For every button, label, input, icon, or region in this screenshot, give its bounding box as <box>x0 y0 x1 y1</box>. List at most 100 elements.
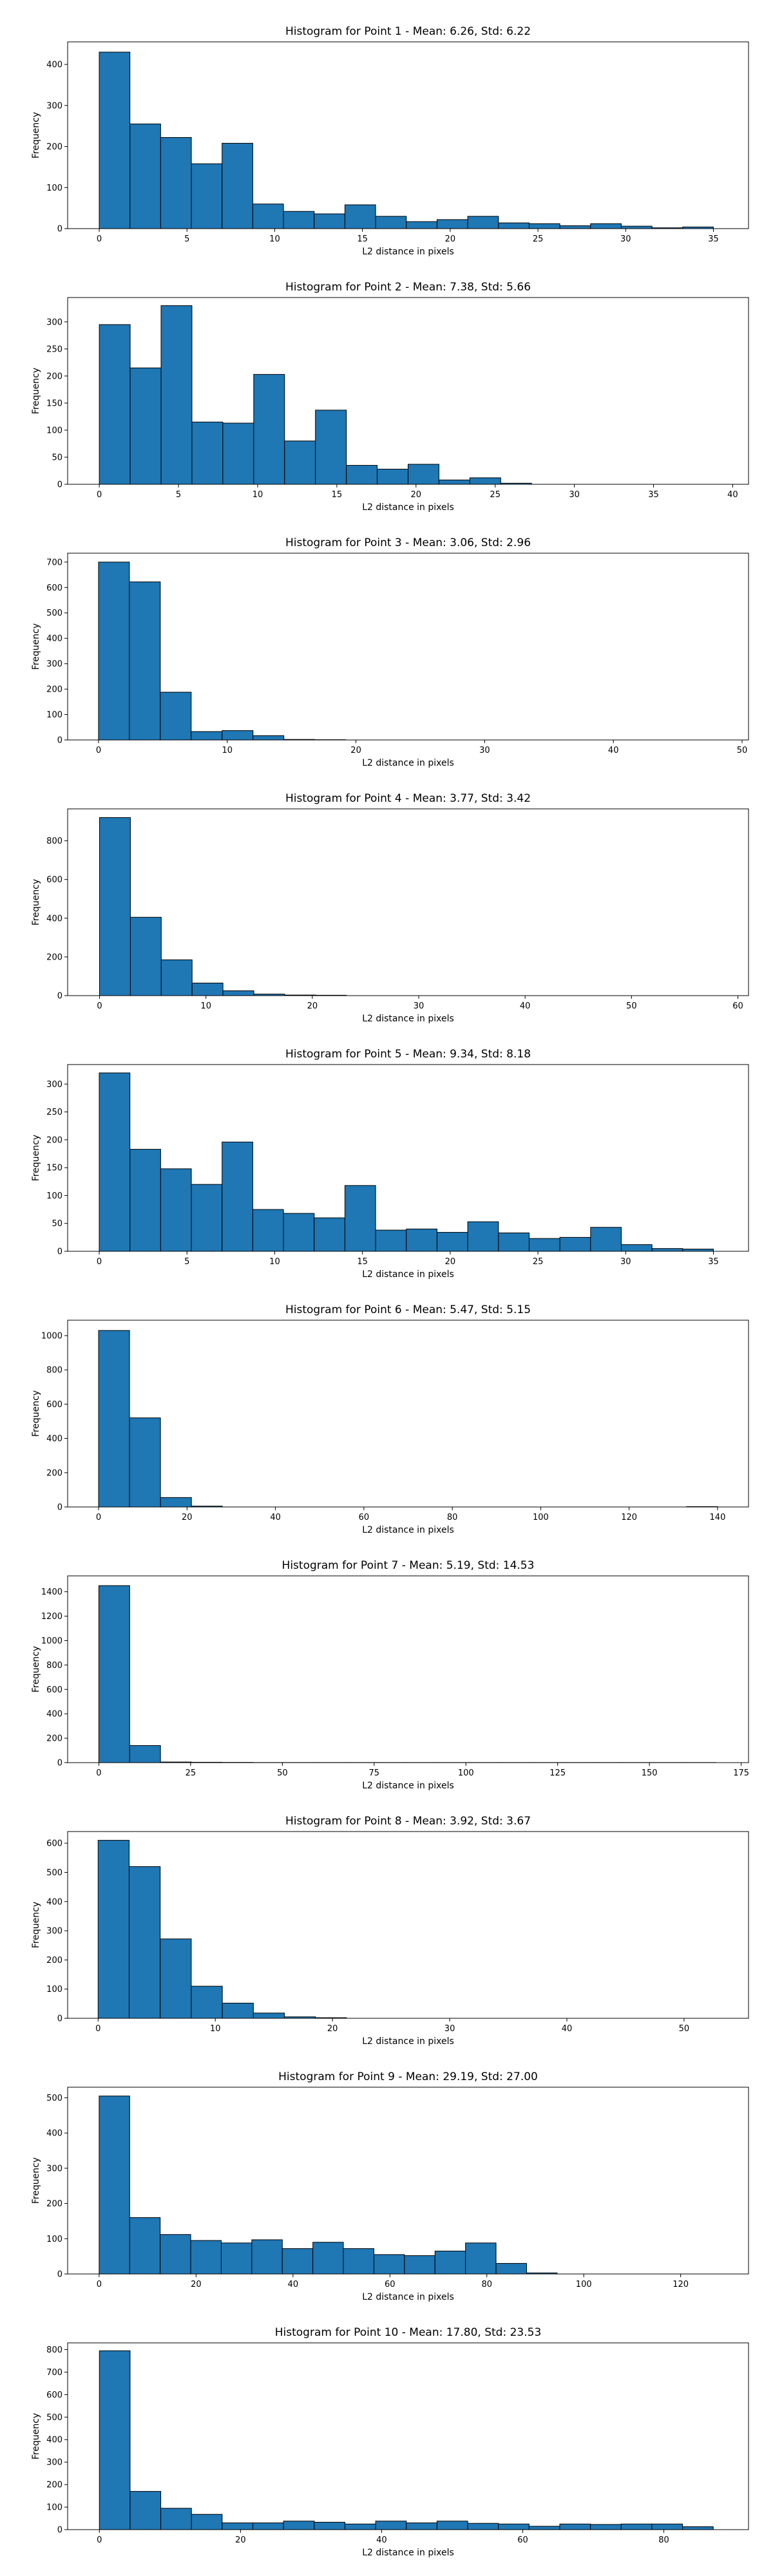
chart-title: Histogram for Point 5 - Mean: 9.34, Std:… <box>285 1048 531 1061</box>
histogram-bar <box>498 2523 530 2530</box>
x-tick-label: 15 <box>357 234 368 244</box>
y-tick-label: 800 <box>46 2345 62 2355</box>
histogram-bar <box>160 1497 192 1508</box>
x-tick-label: 20 <box>350 746 361 755</box>
y-tick-label: 0 <box>57 2014 62 2024</box>
histogram-bar <box>99 52 131 229</box>
histogram-bar <box>406 2523 437 2530</box>
histogram-bar <box>160 1168 192 1252</box>
histogram-bar <box>160 2508 192 2530</box>
y-tick-label: 200 <box>46 2199 62 2209</box>
x-tick-label: 125 <box>549 1768 566 1778</box>
chart-8: Histogram for Point 8 - Mean: 3.92, Std:… <box>31 1815 749 2047</box>
y-tick-label: 800 <box>46 1366 62 1376</box>
x-tick-label: 10 <box>269 234 280 244</box>
histogram-bar <box>284 440 316 485</box>
y-tick-label: 600 <box>46 1400 62 1410</box>
y-tick-label: 300 <box>46 317 62 327</box>
x-tick-label: 25 <box>533 1257 544 1267</box>
histogram-bar <box>651 2523 683 2530</box>
y-tick-label: 0 <box>57 2526 62 2535</box>
y-tick-label: 200 <box>46 1468 62 1478</box>
plot-frame <box>67 1064 749 1252</box>
histogram-bar <box>252 204 284 229</box>
x-tick-label: 50 <box>626 1001 637 1011</box>
x-tick-label: 35 <box>708 1257 719 1267</box>
histogram-bar <box>129 2217 161 2275</box>
plot-frame <box>67 2342 749 2530</box>
x-tick-label: 20 <box>411 490 422 500</box>
histogram-bar <box>160 959 193 996</box>
histogram-bar <box>160 692 192 741</box>
histogram-bar <box>99 817 131 996</box>
x-tick-label: 5 <box>176 490 181 500</box>
x-tick-label: 60 <box>359 1513 370 1522</box>
y-tick-label: 300 <box>46 659 62 669</box>
histogram-bar <box>99 2350 131 2530</box>
histogram-bar <box>253 2523 284 2530</box>
histogram-bar <box>97 1840 130 2019</box>
histogram-bar <box>251 2239 283 2275</box>
x-tick-label: 25 <box>186 1768 196 1778</box>
y-tick-label: 1000 <box>41 1636 62 1646</box>
x-tick-label: 0 <box>97 234 102 244</box>
x-tick-label: 25 <box>533 234 544 244</box>
y-tick-label: 0 <box>57 1759 62 1768</box>
x-tick-label: 0 <box>97 1001 102 1011</box>
histogram-bar <box>222 990 254 996</box>
chart-10: Histogram for Point 10 - Mean: 17.80, St… <box>31 2326 749 2558</box>
y-tick-label: 0 <box>57 225 62 234</box>
histogram-bar <box>191 982 224 996</box>
y-tick-label: 800 <box>46 837 62 846</box>
histogram-bar <box>590 1227 622 1252</box>
histogram-bar <box>495 2263 527 2275</box>
histogram-bar <box>222 2523 254 2530</box>
y-tick-label: 1200 <box>41 1612 62 1622</box>
y-tick-label: 300 <box>46 101 62 111</box>
histogram-bar <box>129 2491 162 2530</box>
chart-title: Histogram for Point 3 - Mean: 3.06, Std:… <box>285 536 531 549</box>
x-tick-label: 40 <box>727 490 738 500</box>
histogram-bar <box>160 137 192 229</box>
y-tick-label: 0 <box>57 992 62 1001</box>
histogram-bar <box>528 223 560 229</box>
histogram-bar <box>344 1185 376 1252</box>
x-axis-label: L2 distance in pixels <box>362 1269 454 1280</box>
histogram-bar <box>129 582 161 741</box>
histogram-bar <box>498 222 530 229</box>
y-tick-label: 400 <box>46 2129 62 2139</box>
histogram-bar <box>315 410 347 485</box>
x-tick-label: 175 <box>733 1768 749 1778</box>
x-tick-label: 40 <box>520 1001 531 1011</box>
x-tick-label: 5 <box>184 234 189 244</box>
y-tick-label: 0 <box>57 736 62 746</box>
y-tick-label: 200 <box>46 1734 62 1744</box>
histogram-bar <box>282 2248 314 2275</box>
x-tick-label: 30 <box>479 746 490 755</box>
plot-frame <box>67 1575 749 1763</box>
chart-2: Histogram for Point 2 - Mean: 7.38, Std:… <box>31 281 749 513</box>
x-tick-label: 30 <box>569 490 580 500</box>
y-tick-label: 300 <box>46 2164 62 2174</box>
x-tick-label: 40 <box>270 1513 281 1522</box>
y-tick-label: 600 <box>46 583 62 593</box>
y-tick-label: 400 <box>46 1897 62 1907</box>
chart-9: Histogram for Point 9 - Mean: 29.19, Std… <box>31 2070 749 2302</box>
histogram-bar <box>160 2234 191 2275</box>
y-tick-label: 200 <box>46 372 62 381</box>
histogram-bar <box>99 1072 131 1252</box>
x-tick-label: 60 <box>517 2535 528 2545</box>
histogram-bar <box>436 219 468 229</box>
y-axis-label: Frequency <box>31 1135 41 1181</box>
y-tick-label: 700 <box>46 558 62 567</box>
histogram-bar <box>590 223 622 229</box>
x-tick-label: 40 <box>376 2535 387 2545</box>
x-tick-label: 20 <box>235 2535 246 2545</box>
y-axis-label: Frequency <box>31 368 41 414</box>
histogram-bar <box>129 1417 161 1508</box>
y-tick-label: 400 <box>46 2436 62 2445</box>
histogram-bar <box>469 477 501 485</box>
y-tick-label: 0 <box>57 1247 62 1257</box>
plot-frame <box>67 2087 749 2275</box>
